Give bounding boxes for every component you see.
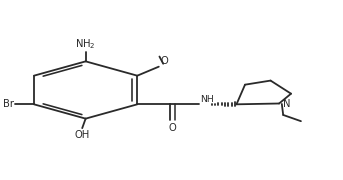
- Text: O: O: [161, 56, 168, 66]
- Text: N: N: [283, 99, 291, 109]
- Text: OH: OH: [74, 130, 90, 140]
- Text: Br: Br: [2, 99, 13, 109]
- Text: O: O: [169, 123, 177, 133]
- Text: NH$_2$: NH$_2$: [75, 37, 96, 51]
- Text: NH: NH: [200, 95, 214, 104]
